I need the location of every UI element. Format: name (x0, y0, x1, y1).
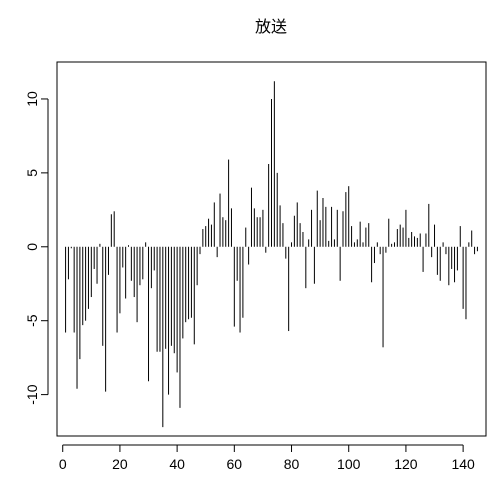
x-axis: 0 20 40 60 80 100 120 140 (59, 444, 475, 472)
x-tick-label: 20 (112, 456, 128, 472)
bar-series (65, 81, 478, 428)
x-tick-label: 100 (337, 456, 361, 472)
y-tick-label: 5 (24, 169, 40, 177)
x-tick-label: 140 (451, 456, 475, 472)
y-tick-label: -5 (24, 314, 40, 327)
x-tick-label: 80 (284, 456, 300, 472)
x-tick-label: 120 (394, 456, 418, 472)
chart-title: 放送 (255, 18, 287, 36)
y-tick-label: 0 (24, 243, 40, 251)
plot-area (56, 61, 487, 437)
y-tick-label: 10 (24, 91, 40, 107)
x-tick-label: 0 (59, 456, 67, 472)
y-axis: -10 -5 0 5 10 (24, 91, 49, 405)
x-tick-label: 40 (169, 456, 185, 472)
x-tick-label: 60 (227, 456, 243, 472)
plot-frame (56, 61, 487, 437)
y-tick-label: -10 (24, 384, 40, 404)
